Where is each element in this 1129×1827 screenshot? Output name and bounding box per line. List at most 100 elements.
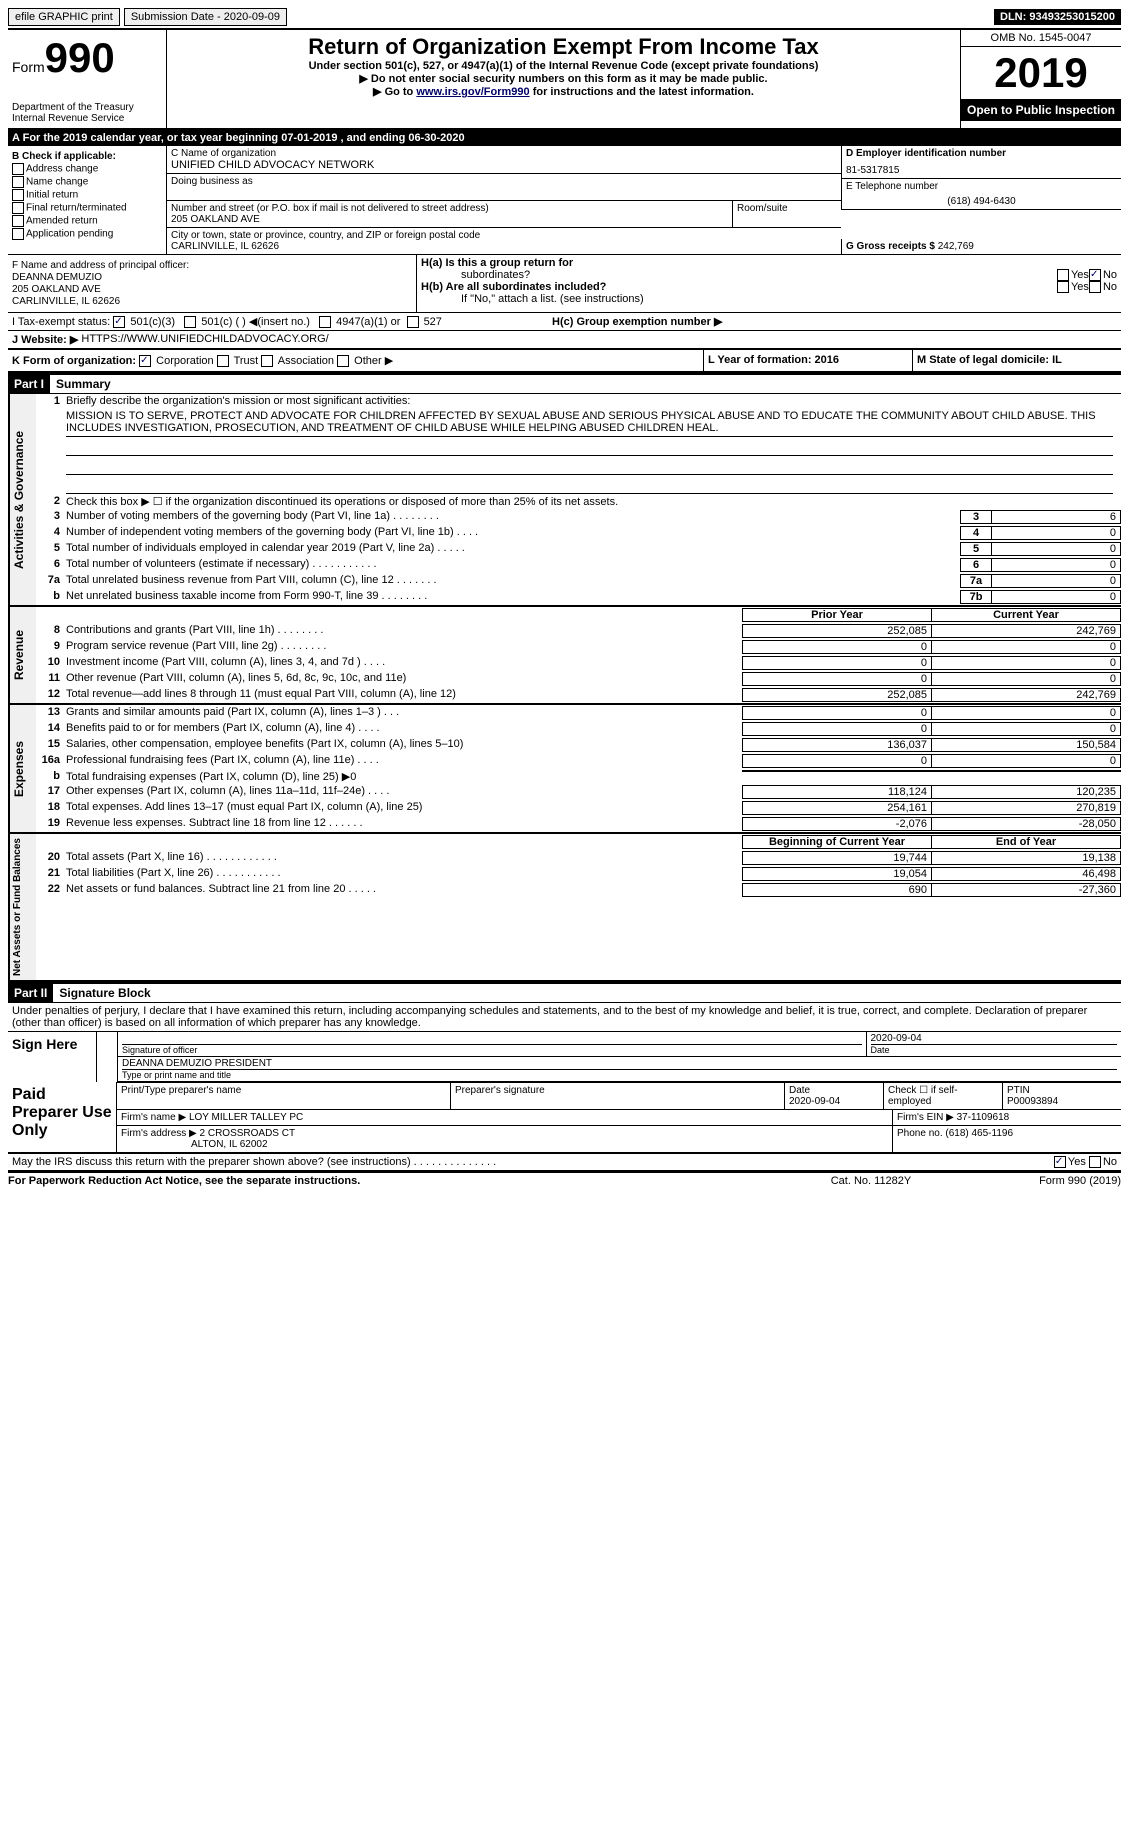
chk-address[interactable]	[12, 163, 24, 175]
form-footer: Form 990 (2019)	[971, 1175, 1121, 1187]
officer-addr: 205 OAKLAND AVE	[12, 284, 412, 295]
goto-suffix: for instructions and the latest informat…	[530, 86, 754, 98]
chk-initial[interactable]	[12, 189, 24, 201]
perjury-declaration: Under penalties of perjury, I declare th…	[8, 1003, 1121, 1032]
discuss-yes[interactable]	[1054, 1156, 1066, 1168]
website-url: HTTPS://WWW.UNIFIEDCHILDADVOCACY.ORG/	[81, 333, 328, 346]
addr-label: Number and street (or P.O. box if mail i…	[171, 203, 728, 214]
end-year-hdr: End of Year	[932, 835, 1121, 849]
sig-name-label: Type or print name and title	[122, 1069, 1117, 1080]
cat-no: Cat. No. 11282Y	[771, 1175, 971, 1187]
city-label: City or town, state or province, country…	[171, 230, 837, 241]
org-name: UNIFIED CHILD ADVOCACY NETWORK	[171, 159, 837, 171]
ptin-hdr: PTIN	[1007, 1085, 1030, 1096]
firm-ein: Firm's EIN ▶ 37-1109618	[892, 1110, 1121, 1125]
chk-final[interactable]	[12, 202, 24, 214]
part2-num: Part II	[8, 984, 53, 1002]
subtitle-1: Under section 501(c), 527, or 4947(a)(1)…	[171, 60, 956, 72]
c-name-label: C Name of organization	[171, 148, 837, 159]
dln-label: DLN: 93493253015200	[994, 9, 1121, 25]
dept-treasury: Department of the Treasury	[12, 102, 162, 113]
k-label: K Form of organization:	[12, 355, 136, 367]
paperwork-notice: For Paperwork Reduction Act Notice, see …	[8, 1175, 771, 1187]
chk-assoc[interactable]	[261, 355, 273, 367]
irs-link[interactable]: www.irs.gov/Form990	[416, 86, 529, 98]
part1-title: Summary	[50, 375, 117, 393]
discuss-no[interactable]	[1089, 1156, 1101, 1168]
prep-name-hdr: Print/Type preparer's name	[116, 1083, 450, 1109]
goto-prefix: ▶ Go to	[373, 86, 416, 98]
hb-note: If "No," attach a list. (see instruction…	[421, 293, 1117, 305]
website-label: J Website: ▶	[12, 333, 78, 346]
prep-date-hdr: Date	[789, 1085, 810, 1096]
chk-name[interactable]	[12, 176, 24, 188]
chk-amended[interactable]	[12, 215, 24, 227]
prior-year-hdr: Prior Year	[742, 608, 932, 622]
firm-city: ALTON, IL 62002	[121, 1139, 888, 1150]
chk-4947[interactable]	[319, 316, 331, 328]
chk-501c3[interactable]	[113, 316, 125, 328]
rot-expenses: Expenses	[8, 705, 36, 832]
firm-addr: Firm's address ▶ 2 CROSSROADS CT	[121, 1128, 888, 1139]
prep-selfemp: Check ☐ if self-employed	[883, 1083, 1002, 1109]
top-bar: efile GRAPHIC print Submission Date - 20…	[8, 8, 1121, 30]
officer-label: F Name and address of principal officer:	[12, 260, 412, 271]
officer-city: CARLINVILLE, IL 62626	[12, 296, 412, 307]
chk-other[interactable]	[337, 355, 349, 367]
gross-value: 242,769	[938, 241, 974, 252]
discuss-question: May the IRS discuss this return with the…	[12, 1156, 1054, 1168]
ein-value: 81-5317815	[846, 165, 1117, 176]
chk-pending[interactable]	[12, 228, 24, 240]
current-year-hdr: Current Year	[932, 608, 1121, 622]
hb-yes[interactable]	[1057, 281, 1069, 293]
chk-527[interactable]	[407, 316, 419, 328]
section-b-checkboxes: B Check if applicable: Address change Na…	[8, 146, 166, 254]
line2-label: Check this box ▶ ☐ if the organization d…	[66, 495, 1121, 508]
sig-date-label: Date	[871, 1044, 1118, 1055]
ha-yes[interactable]	[1057, 269, 1069, 281]
tax-exempt-label: I Tax-exempt status:	[12, 316, 110, 328]
b-label: B Check if applicable:	[12, 151, 162, 162]
firm-name: Firm's name ▶ LOY MILLER TALLEY PC	[116, 1110, 892, 1125]
tax-year-range: A For the 2019 calendar year, or tax yea…	[8, 130, 1121, 146]
submission-date: Submission Date - 2020-09-09	[124, 8, 287, 26]
prep-date-val: 2020-09-04	[789, 1096, 840, 1107]
ptin-val: P00093894	[1007, 1096, 1058, 1107]
subtitle-2: ▶ Do not enter social security numbers o…	[171, 72, 956, 85]
rot-net-assets: Net Assets or Fund Balances	[8, 834, 36, 980]
chk-corp[interactable]	[139, 355, 151, 367]
ein-label: D Employer identification number	[846, 148, 1117, 159]
dba-label: Doing business as	[171, 176, 837, 187]
phone-label: E Telephone number	[846, 181, 1117, 192]
part2-title: Signature Block	[53, 984, 156, 1002]
omb-number: OMB No. 1545-0047	[961, 30, 1121, 47]
ha-no[interactable]	[1089, 269, 1101, 281]
form-page: efile GRAPHIC print Submission Date - 20…	[0, 0, 1129, 1197]
irs-label: Internal Revenue Service	[12, 113, 162, 124]
efile-button[interactable]: efile GRAPHIC print	[8, 8, 120, 26]
hc-label: H(c) Group exemption number ▶	[552, 316, 722, 328]
sig-officer-label: Signature of officer	[122, 1044, 862, 1055]
form-title: Return of Organization Exempt From Incom…	[171, 34, 956, 60]
chk-501c[interactable]	[184, 316, 196, 328]
chk-trust[interactable]	[217, 355, 229, 367]
l-label: L Year of formation: 2016	[708, 354, 839, 366]
phone-value: (618) 494-6430	[846, 196, 1117, 207]
form-label: Form	[12, 59, 45, 75]
hb-no[interactable]	[1089, 281, 1101, 293]
line1-label: Briefly describe the organization's miss…	[66, 395, 1121, 407]
ha-label: H(a) Is this a group return for	[421, 257, 573, 269]
gross-label: G Gross receipts $	[846, 241, 935, 252]
firm-phone: Phone no. (618) 465-1196	[892, 1126, 1121, 1152]
prep-sig-hdr: Preparer's signature	[450, 1083, 784, 1109]
begin-year-hdr: Beginning of Current Year	[742, 835, 932, 849]
street-address: 205 OAKLAND AVE	[171, 214, 728, 225]
open-public: Open to Public Inspection	[961, 99, 1121, 121]
m-label: M State of legal domicile: IL	[917, 354, 1062, 366]
sign-here-label: Sign Here	[8, 1032, 96, 1082]
hb-label: H(b) Are all subordinates included?	[421, 281, 606, 293]
ha-sub: subordinates?	[421, 269, 1057, 281]
form-header: Form990 Department of the Treasury Inter…	[8, 30, 1121, 130]
rot-revenue: Revenue	[8, 607, 36, 703]
officer-name: DEANNA DEMUZIO	[12, 272, 412, 283]
